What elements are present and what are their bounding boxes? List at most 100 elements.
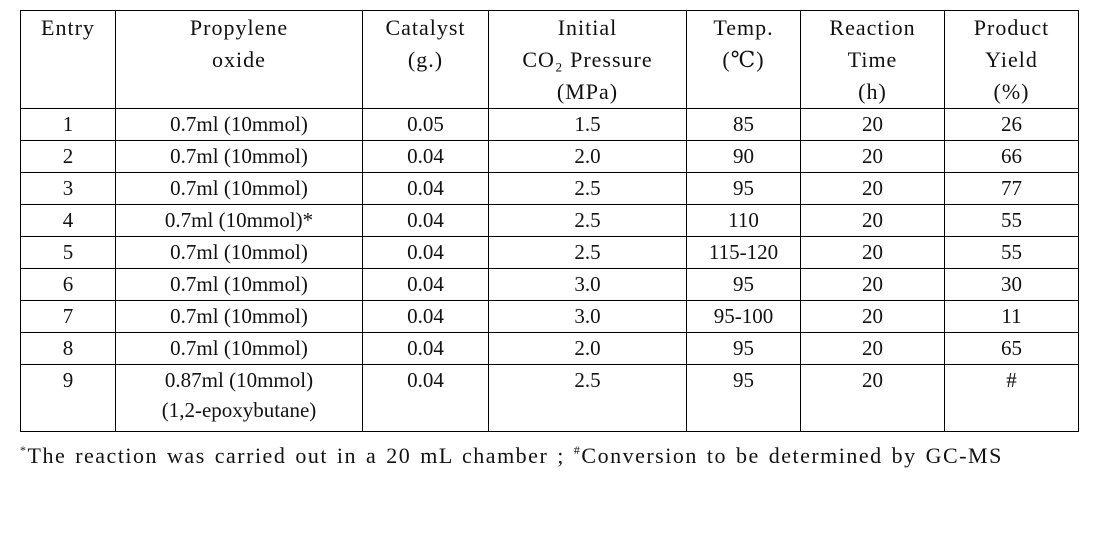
table-cell: 2.0 [488,332,687,365]
cell-line: (%) [993,79,1030,104]
table-cell: 20 [800,140,945,173]
table-cell: 0.7ml (10mmol) [115,108,363,141]
cell-line: 2.5 [574,368,601,392]
table-cell: 20 [800,204,945,237]
table-cell: 6 [20,268,116,301]
cell-line: 115-120 [708,240,779,264]
cell-line: 2.0 [574,144,601,168]
table-row: 9 0.87ml (10mmol) (1,2-epoxybutane) 0.04 2.5… [20,364,1079,432]
table-cell: 95 [686,172,801,205]
cell-line: 95 [733,368,754,392]
table-cell: 0.87ml (10mmol) (1,2-epoxybutane) [115,364,363,432]
cell-line: 55 [1001,208,1022,232]
cell-line: # [1006,368,1017,392]
table-cell: 0.04 [362,172,489,205]
table-cell: 110 [686,204,801,237]
table-cell: 2.0 [488,140,687,173]
table-cell: 0.7ml (10mmol) [115,268,363,301]
cell-line: Entry [41,15,95,40]
footnote-mark: * [20,443,28,457]
cell-line: 2 [62,144,74,168]
cell-line: Time [847,47,898,72]
cell-line: 0.04 [407,272,444,296]
table-cell: 95 [686,268,801,301]
table-cell: 95 [686,332,801,365]
table-cell: 2.5 [488,364,687,432]
cell-line: 2.5 [574,240,601,264]
table-cell: 3.0 [488,300,687,333]
header-cell: Temp. (℃) [686,10,801,109]
cell-line: 0.04 [407,368,444,392]
cell-line: (g.) [407,47,444,72]
header-cell: Propylene oxide [115,10,363,109]
cell-line: 0.7ml (10mmol) [170,304,308,328]
table-row: 3 0.7ml (10mmol) 0.04 2.5 95 20 77 [20,172,1079,205]
cell-line: 20 [862,176,883,200]
table-cell: 9 [20,364,116,432]
table-cell: 0.05 [362,108,489,141]
cell-line: Catalyst [385,15,466,40]
cell-line: oxide [212,47,266,72]
cell-line: 0.04 [407,208,444,232]
cell-line: 0.7ml (10mmol) [170,176,308,200]
cell-line: Propylene [189,15,289,40]
header-cell: Entry [20,10,116,109]
table-row: 1 0.7ml (10mmol) 0.05 1.5 85 20 26 [20,108,1079,141]
table-cell: 20 [800,108,945,141]
table-cell: 0.7ml (10mmol) [115,172,363,205]
cell-line: 26 [1001,112,1022,136]
table-cell: 0.04 [362,236,489,269]
cell-line: 110 [728,208,759,232]
cell-line: 0.04 [407,176,444,200]
cell-line: 65 [1001,336,1022,360]
table-cell: 0.04 [362,140,489,173]
table-cell: 0.04 [362,268,489,301]
table-cell: 0.04 [362,204,489,237]
cell-line: 0.7ml (10mmol)* [164,208,314,232]
footnote-text: Conversion to be determined by GC-MS [581,443,1003,468]
table-cell: 0.04 [362,332,489,365]
cell-line: 2.5 [574,208,601,232]
cell-line: Yield [985,47,1038,72]
cell-line: 95 [733,336,754,360]
cell-line: 8 [62,336,74,360]
table-cell: 0.04 [362,300,489,333]
table-cell: 65 [944,332,1079,365]
table-cell: 1.5 [488,108,687,141]
table-cell: 30 [944,268,1079,301]
table-cell: 0.04 [362,364,489,432]
cell-line: 85 [733,112,754,136]
table-cell: 4 [20,204,116,237]
cell-line: CO₂ Pressure [522,47,653,72]
cell-line: 20 [862,208,883,232]
cell-line: 30 [1001,272,1022,296]
cell-line: Temp. [713,15,774,40]
cell-line: 3.0 [574,304,601,328]
header-cell: Product Yield (%) [944,10,1079,109]
cell-line: 9 [62,368,74,392]
table-row: 8 0.7ml (10mmol) 0.04 2.0 95 20 65 [20,332,1079,365]
cell-line: Initial [557,15,618,40]
cell-line: 20 [862,112,883,136]
cell-line: 20 [862,368,883,392]
cell-line: 0.7ml (10mmol) [170,112,308,136]
cell-line: Product [973,15,1050,40]
header-cell: Reaction Time (h) [800,10,945,109]
cell-line: 7 [62,304,74,328]
header-cell: Catalyst (g.) [362,10,489,109]
table-row: 6 0.7ml (10mmol) 0.04 3.0 95 20 30 [20,268,1079,301]
cell-line: Reaction [829,15,916,40]
table-cell: 0.7ml (10mmol) [115,236,363,269]
table-cell: 95-100 [686,300,801,333]
table-row: 7 0.7ml (10mmol) 0.04 3.0 95-100 20 11 [20,300,1079,333]
table-cell: 55 [944,204,1079,237]
table-cell: 90 [686,140,801,173]
table-row: 5 0.7ml (10mmol) 0.04 2.5 115-120 20 55 [20,236,1079,269]
cell-line: 20 [862,336,883,360]
cell-line: 0.7ml (10mmol) [170,272,308,296]
table-cell: 115-120 [686,236,801,269]
data-table: Entry Propylene oxide Catalyst (g.) Initial CO… [20,10,1079,432]
table-cell: 77 [944,172,1079,205]
table-cell: 0.7ml (10mmol) [115,332,363,365]
